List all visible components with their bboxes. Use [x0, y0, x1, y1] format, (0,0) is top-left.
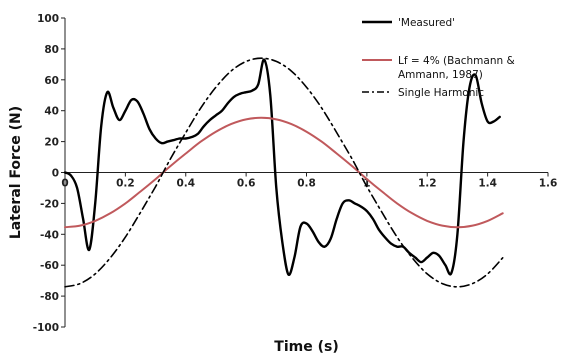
legend-label-2: Lf = 4% (Bachmann & Ammann, 1987): [398, 55, 515, 81]
x-tick-label: 0.6: [237, 178, 256, 190]
y-tick-label: 60: [44, 75, 59, 87]
x-tick-label: 1.6: [539, 178, 558, 190]
y-tick-label: -100: [33, 322, 59, 334]
y-axis-title: Lateral Force (N): [8, 106, 24, 239]
series-line-3: [64, 57, 504, 288]
x-tick-label: 0.4: [176, 178, 195, 190]
y-tick-label: 80: [44, 44, 59, 56]
legend-label-1: 'Measured': [398, 17, 455, 29]
x-axis-title: Time (s): [274, 339, 338, 355]
y-tick-label: 0: [52, 168, 59, 180]
y-tick-label: -60: [40, 260, 59, 272]
legend-label-line: Ammann, 1987): [398, 69, 483, 81]
series-line-2: [64, 116, 504, 229]
y-tick-label: -40: [40, 229, 59, 241]
x-tick-label: 0.2: [116, 178, 135, 190]
y-tick-label: 20: [44, 137, 59, 149]
y-tick-label: -80: [40, 291, 59, 303]
x-tick-label: 0: [61, 178, 68, 190]
legend-label-3: Single Harmonic: [398, 87, 484, 99]
y-tick-label: -20: [40, 198, 59, 210]
legend: 'Measured' Lf = 4% (Bachmann & Ammann, 198…: [362, 17, 515, 99]
y-tick-label: 40: [44, 106, 59, 118]
y-tick-label: 100: [37, 13, 59, 25]
x-tick-label: 0.8: [297, 178, 316, 190]
x-tick-label: 1.2: [418, 178, 437, 190]
x-tick-label: 1: [363, 178, 370, 190]
legend-label-line: Single Harmonic: [398, 87, 484, 99]
legend-label-line: Lf = 4% (Bachmann &: [398, 55, 515, 67]
x-tick-label: 1.4: [478, 178, 497, 190]
legend-label-line: 'Measured': [398, 17, 455, 29]
series-line-1: [63, 58, 501, 277]
series-lines: [63, 57, 504, 288]
